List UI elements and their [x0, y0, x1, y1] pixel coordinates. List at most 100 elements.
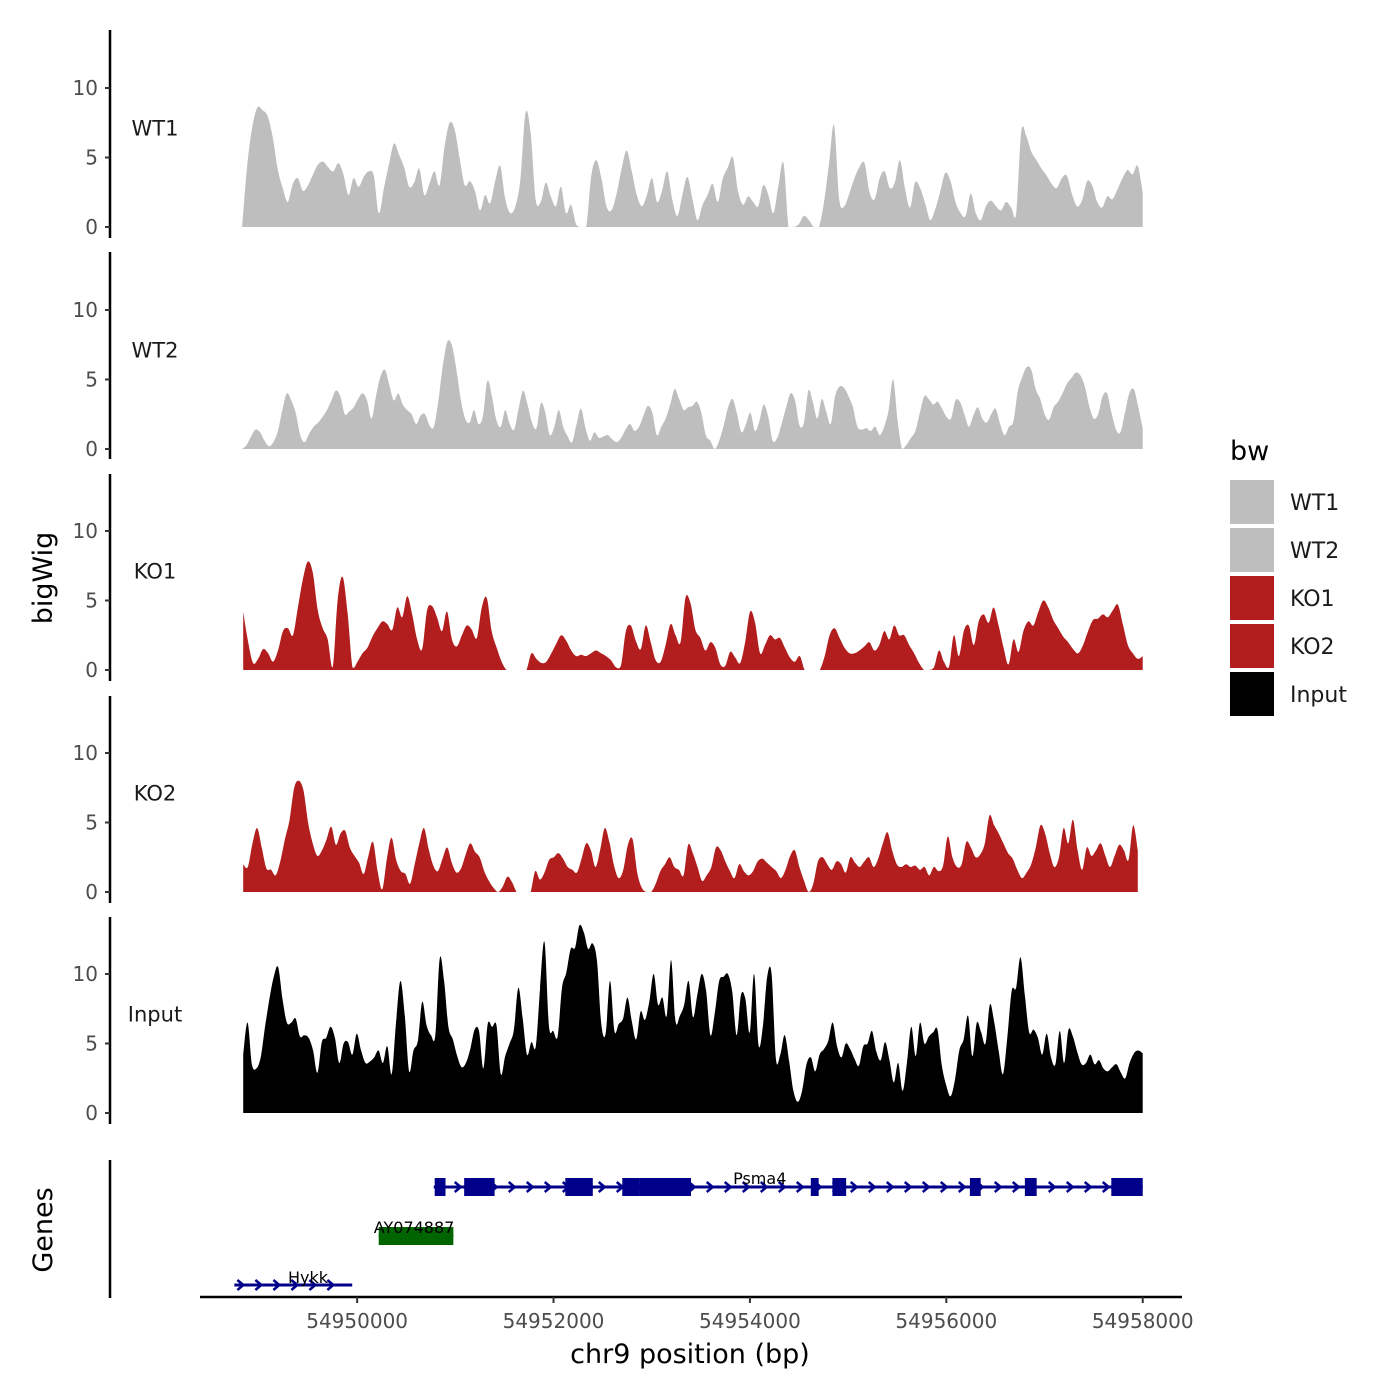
strand-arrow — [993, 1181, 1003, 1193]
exon-block — [639, 1178, 691, 1196]
strand-arrow — [957, 1181, 967, 1193]
strand-arrow — [308, 1279, 318, 1291]
x-tick-label: 54958000 — [1092, 1309, 1194, 1333]
strand-arrow — [741, 1181, 751, 1193]
exon-block — [1024, 1178, 1037, 1196]
strand-arrow — [236, 1279, 246, 1291]
strand-arrow — [705, 1181, 715, 1193]
gene-label: Psma4 — [733, 1169, 786, 1188]
y-axis-title: bigWig — [28, 532, 59, 625]
track-label: KO1 — [134, 559, 177, 583]
strand-arrow — [777, 1181, 787, 1193]
strand-arrow — [326, 1279, 336, 1291]
strand-arrow — [507, 1181, 517, 1193]
legend-label: KO1 — [1290, 587, 1335, 612]
track-input: 0 5 10 Input — [73, 917, 1143, 1125]
signal-area-input — [243, 924, 1143, 1113]
legend-swatch — [1230, 480, 1274, 524]
x-axis: 54950000 54952000 54954000 54956000 54958000 — [200, 1295, 1194, 1333]
y-tick-label: 10 — [73, 298, 98, 322]
strand-arrow — [1011, 1181, 1021, 1193]
legend-swatch — [1230, 528, 1274, 572]
strand-arrow — [290, 1279, 300, 1291]
strand-arrow — [1065, 1181, 1075, 1193]
track-panels: 0 5 10 WT1 0 5 10 WT2 0 5 10 KO1 0 5 10 KO2 0 5 10 Input — [73, 30, 1143, 1125]
track-ko2: 0 5 10 KO2 — [73, 696, 1138, 904]
y-tick-label: 0 — [85, 658, 98, 682]
gene-hykk: Hykk — [234, 1268, 353, 1291]
y-tick-label: 10 — [73, 519, 98, 543]
strand-arrow — [1083, 1181, 1093, 1193]
genes-panel: Psma4 AY074887 Hykk — [108, 1160, 1143, 1298]
track-wt2: 0 5 10 WT2 — [73, 252, 1143, 461]
exon-block — [622, 1178, 640, 1196]
strand-arrow — [939, 1181, 949, 1193]
gene-label: Hykk — [288, 1268, 329, 1287]
y-tick-label: 10 — [73, 741, 98, 765]
exon-block — [378, 1227, 454, 1245]
exon-block — [810, 1178, 819, 1196]
signal-area-wt2 — [242, 340, 1143, 449]
legend-item-wt1: WT1 — [1230, 480, 1339, 524]
exon-block — [1111, 1178, 1143, 1196]
track-label: Input — [128, 1002, 182, 1026]
strand-arrow — [759, 1181, 769, 1193]
strand-arrow — [921, 1181, 931, 1193]
strand-arrow — [795, 1181, 805, 1193]
y-tick-label: 0 — [85, 1101, 98, 1125]
legend-label: Input — [1290, 683, 1347, 708]
x-tick-label: 54956000 — [895, 1309, 997, 1333]
legend-label: WT1 — [1290, 491, 1339, 516]
gene-ay074887: AY074887 — [374, 1218, 455, 1245]
x-tick-label: 54950000 — [306, 1309, 408, 1333]
legend-item-ko1: KO1 — [1230, 576, 1335, 620]
legend-item-input: Input — [1230, 672, 1347, 716]
x-tick-label: 54952000 — [503, 1309, 605, 1333]
track-label: WT1 — [132, 116, 179, 140]
legend-title: bw — [1230, 436, 1269, 467]
y-tick-label: 5 — [85, 368, 98, 392]
strand-arrow — [597, 1181, 607, 1193]
strand-arrow — [1047, 1181, 1057, 1193]
strand-arrow — [903, 1181, 913, 1193]
signal-area-wt1 — [242, 106, 1143, 227]
x-axis-title: chr9 position (bp) — [570, 1339, 810, 1370]
exon-block — [434, 1178, 446, 1196]
exon-block — [464, 1178, 495, 1196]
exon-block — [565, 1178, 593, 1196]
exon-block — [832, 1178, 847, 1196]
strand-arrow — [885, 1181, 895, 1193]
track-ko1: 0 5 10 KO1 — [73, 474, 1143, 682]
legend-item-ko2: KO2 — [1230, 624, 1335, 668]
exon-block — [969, 1178, 981, 1196]
y-tick-label: 5 — [85, 1032, 98, 1056]
y-tick-label: 5 — [85, 811, 98, 835]
legend-label: WT2 — [1290, 539, 1339, 564]
signal-area-ko1 — [243, 561, 1143, 670]
strand-arrow — [525, 1181, 535, 1193]
strand-arrow — [1101, 1181, 1111, 1193]
y-tick-label: 0 — [85, 215, 98, 239]
strand-arrow — [272, 1279, 282, 1291]
y-tick-label: 0 — [85, 437, 98, 461]
y-tick-label: 10 — [73, 76, 98, 100]
gene-psma4: Psma4 — [433, 1169, 1143, 1196]
legend-swatch — [1230, 624, 1274, 668]
track-wt1: 0 5 10 WT1 — [73, 30, 1143, 239]
strand-arrow — [254, 1279, 264, 1291]
signal-area-ko2 — [243, 780, 1138, 892]
legend-swatch — [1230, 576, 1274, 620]
gene-label: AY074887 — [374, 1218, 455, 1237]
strand-arrow — [543, 1181, 553, 1193]
track-label: KO2 — [134, 781, 177, 805]
y-tick-label: 0 — [85, 880, 98, 904]
y-tick-label: 5 — [85, 146, 98, 170]
legend-item-wt2: WT2 — [1230, 528, 1339, 572]
y-tick-label: 5 — [85, 589, 98, 613]
legend-swatch — [1230, 672, 1274, 716]
track-label: WT2 — [132, 338, 179, 362]
genes-axis-title: Genes — [28, 1187, 59, 1272]
strand-arrow — [723, 1181, 733, 1193]
strand-arrow — [849, 1181, 859, 1193]
